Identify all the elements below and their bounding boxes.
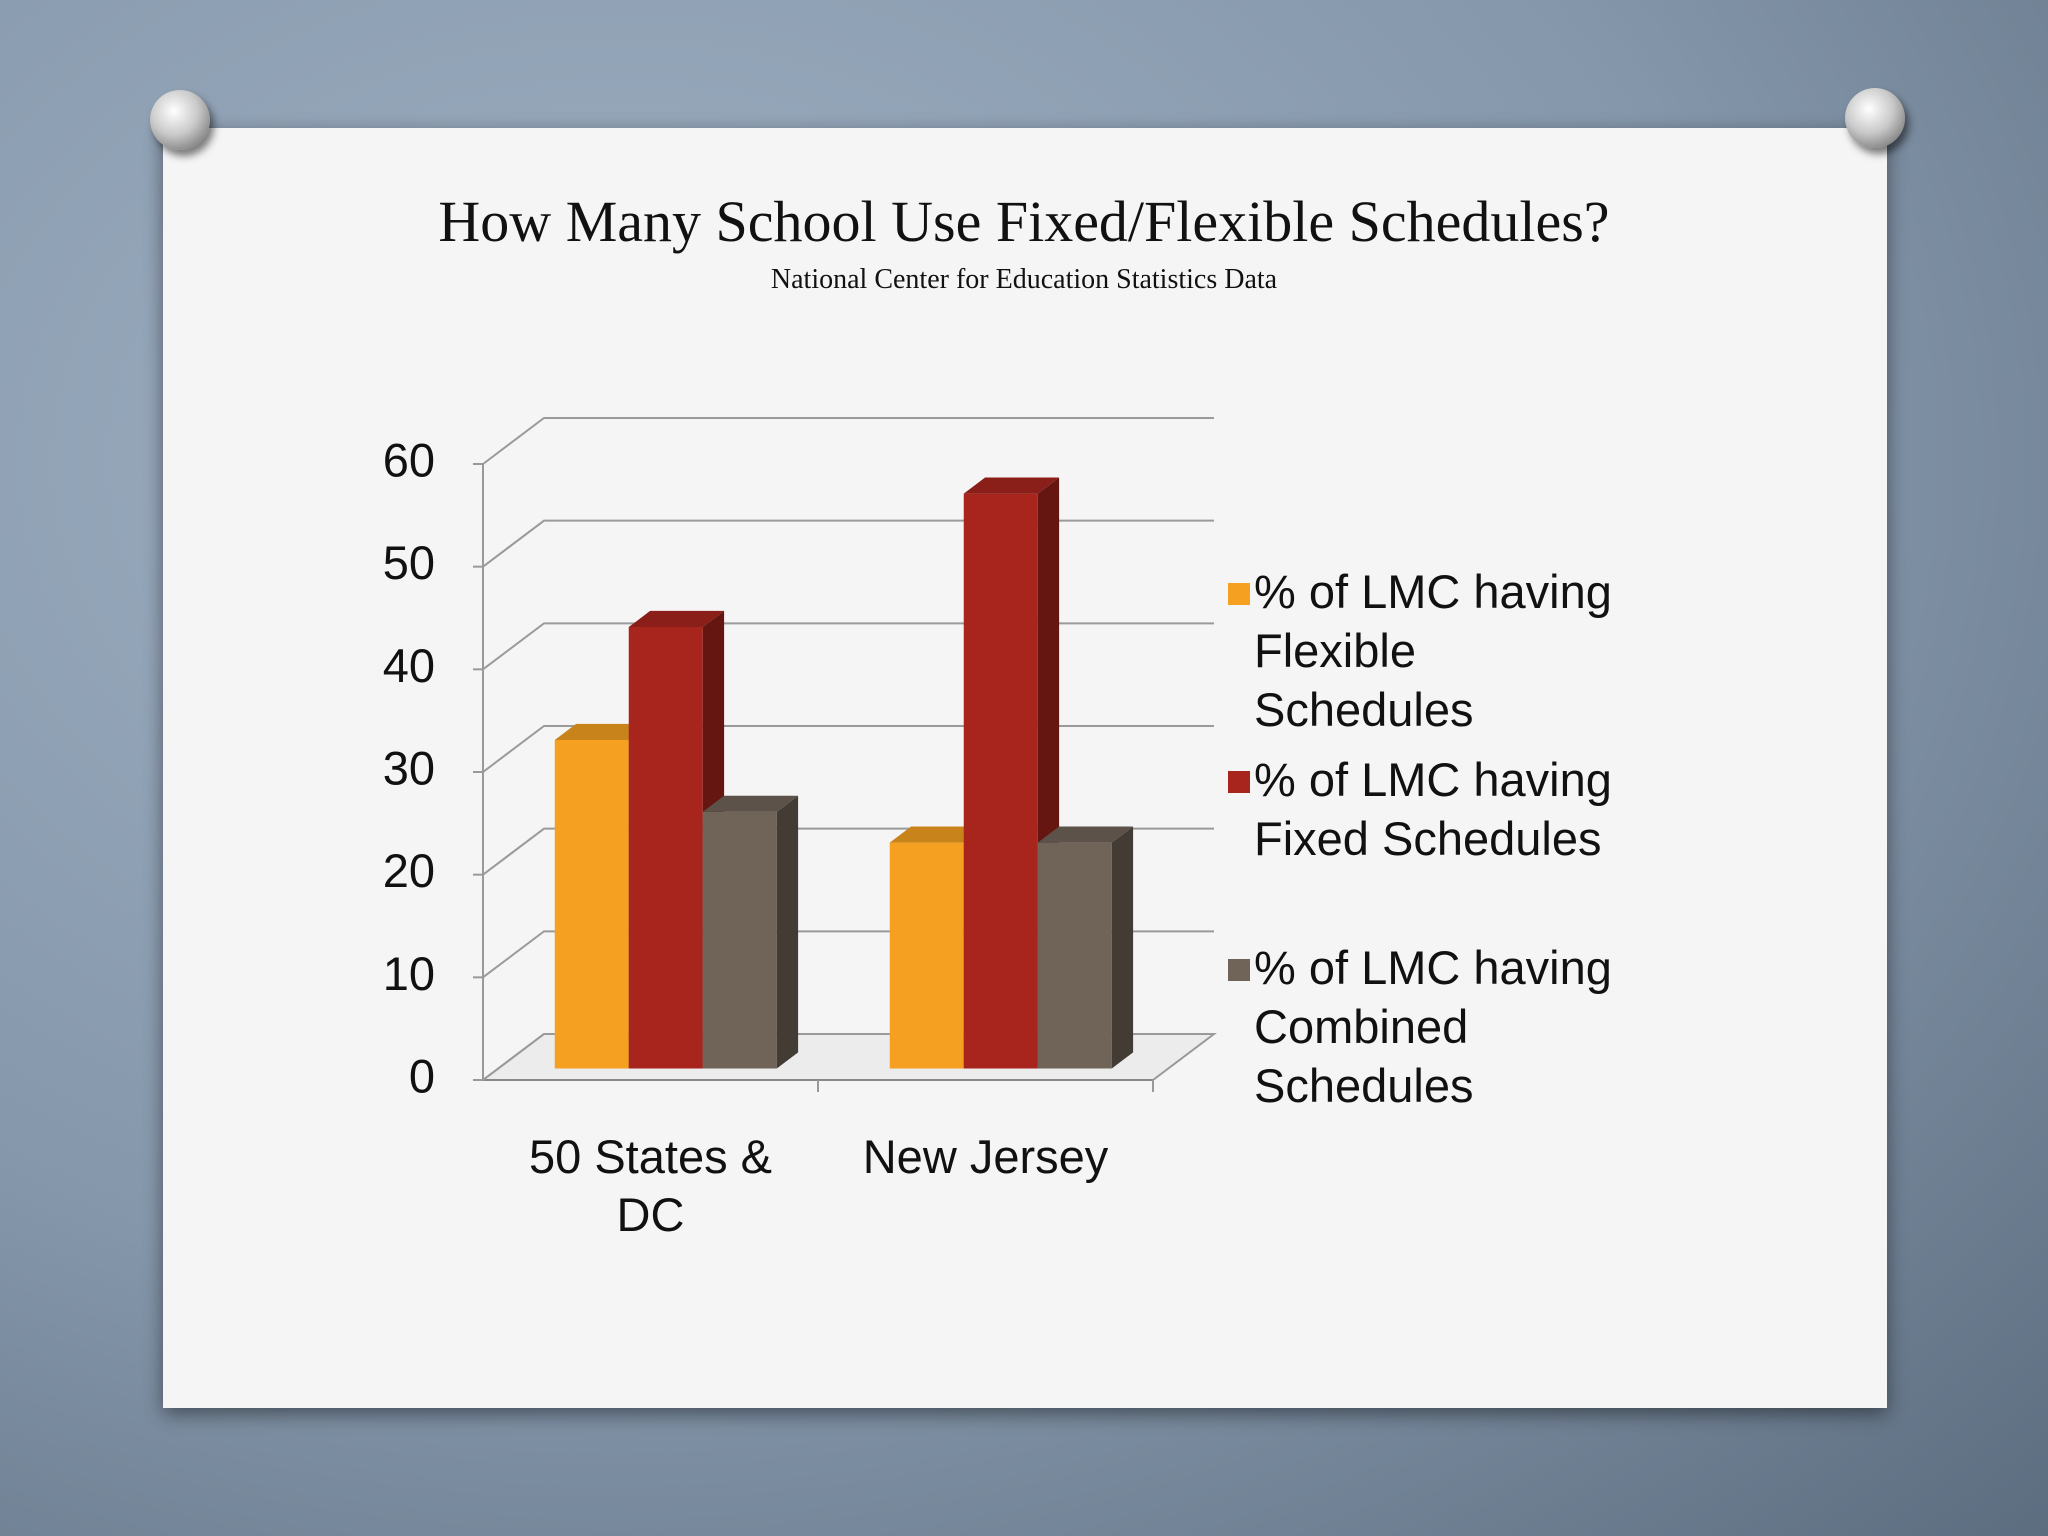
y-tick-label: 50 [383,536,435,589]
legend-label: % of LMC having Combined Schedules [1254,941,1612,1112]
bar-top [554,723,651,740]
x-tick-label: 50 States & DC [529,1130,772,1241]
y-tick-label: 0 [409,1049,435,1102]
bar [1037,826,1134,1069]
bar-top [702,795,799,812]
bar-front [963,493,1038,1069]
pin [1845,88,1905,148]
bar-front [554,739,629,1069]
grid-line [482,622,1214,671]
y-tick-label: 20 [383,844,435,897]
y-tick-label: 40 [383,639,435,692]
bar-top [889,826,986,843]
grid-line [482,417,1214,465]
bar-front [628,627,703,1069]
bar-front [702,811,777,1069]
bar-front [1037,842,1112,1069]
legend-swatch [1228,959,1250,981]
bar-side [1111,826,1134,1069]
x-tick-label: New Jersey [862,1130,1109,1183]
bar-top [628,610,725,628]
grid-line [482,519,1214,568]
legend-swatch [1228,583,1250,605]
bar-side [776,795,799,1069]
y-tick-label: 30 [383,741,435,794]
y-tick-label: 10 [383,947,435,1000]
bar-front [889,842,964,1069]
legend-swatch [1228,771,1250,793]
legend-label: % of LMC having Flexible Schedules [1254,565,1612,736]
legend-label: % of LMC having Fixed Schedules [1254,753,1612,865]
y-tick-label: 60 [383,433,435,486]
legend-item: % of LMC having Fixed Schedules [1228,750,1648,868]
chart-title: How Many School Use Fixed/Flexible Sched… [438,189,1610,254]
chart-subtitle: National Center for Education Statistics… [770,264,1278,295]
pin [150,90,210,150]
legend-item: % of LMC having Flexible Schedules [1228,562,1648,739]
bar-top [1037,826,1134,843]
legend-item: % of LMC having Combined Schedules [1228,938,1648,1115]
bar-top [963,477,1060,494]
bar [702,795,799,1069]
